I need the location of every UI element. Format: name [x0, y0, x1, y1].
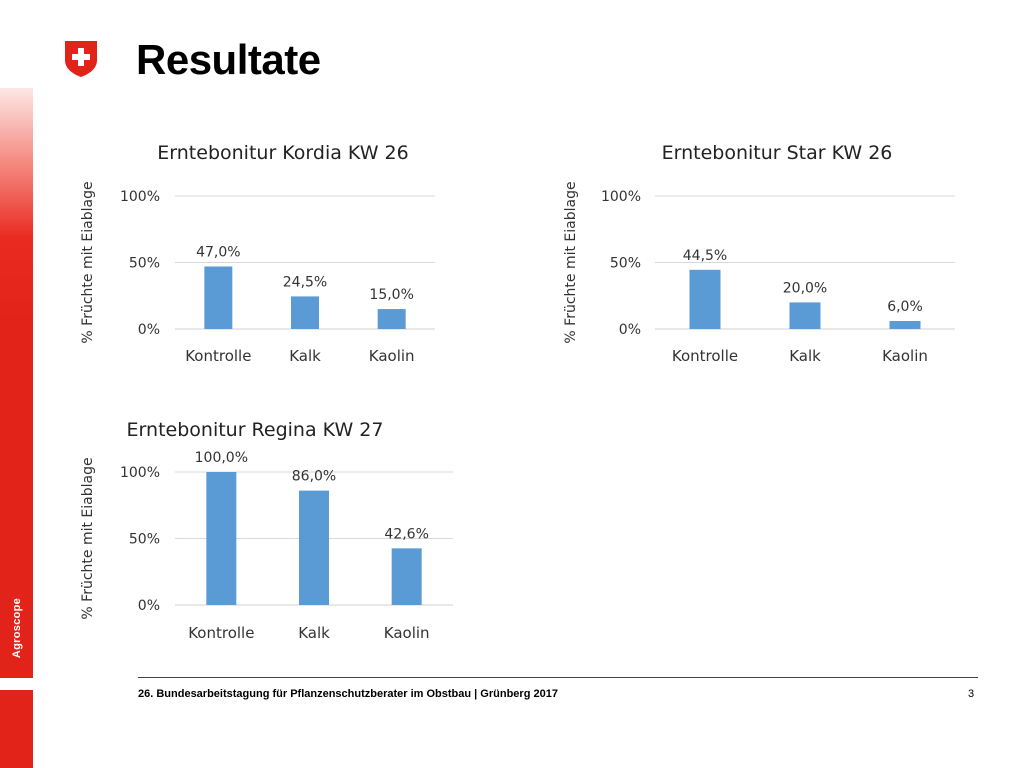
category-label: Kaolin [882, 347, 928, 365]
bar [789, 302, 821, 329]
category-label: Kalk [289, 347, 321, 365]
chart-title: Erntebonitur Star KW 26 [662, 142, 893, 164]
data-label: 6,0% [887, 299, 923, 315]
y-tick-label: 50% [610, 256, 641, 272]
data-label: 47,0% [196, 244, 240, 260]
slide-title: Resultate [136, 36, 321, 83]
data-label: 20,0% [783, 280, 827, 296]
data-label: 24,5% [283, 274, 327, 290]
swiss-cross-shield-icon [65, 41, 97, 77]
y-tick-label: 50% [129, 256, 160, 272]
chart-star: Erntebonitur Star KW 26 0% 50% 100% % Frücht… [555, 135, 965, 375]
chart-svg: Erntebonitur Kordia KW 26 0% 50% 100% % Früc… [80, 142, 435, 365]
bar [889, 321, 921, 329]
bar [689, 269, 721, 329]
y-axis-label: % Früchte mit Eiablage [563, 181, 579, 343]
bar [204, 266, 233, 329]
data-label: 42,6% [384, 526, 428, 542]
y-axis-label: % Früchte mit Eiablage [80, 457, 96, 619]
category-label: Kontrolle [185, 347, 251, 365]
y-tick-label: 100% [120, 465, 160, 481]
category-label: Kaolin [369, 347, 415, 365]
brand-label: Agroscope [11, 597, 23, 659]
bar [391, 548, 422, 605]
data-label: 100,0% [195, 450, 248, 466]
data-label: 15,0% [369, 287, 413, 303]
bar [291, 296, 319, 329]
chart-title: Erntebonitur Kordia KW 26 [157, 142, 408, 164]
chart-regina: Erntebonitur Regina KW 27 0% 50% 100% % Früc… [70, 412, 460, 652]
bar [206, 472, 237, 605]
category-label: Kalk [789, 347, 821, 365]
chart-kordia: Erntebonitur Kordia KW 26 0% 50% 100% % Früc… [70, 135, 460, 375]
category-label: Kontrolle [188, 624, 254, 642]
side-bar-gap [0, 678, 33, 690]
y-tick-label: 0% [138, 598, 160, 614]
y-tick-label: 0% [138, 322, 160, 338]
chart-title: Erntebonitur Regina KW 27 [127, 419, 384, 441]
bar [299, 490, 329, 605]
brand-block [0, 578, 33, 678]
footer-divider [138, 677, 978, 678]
bar [377, 309, 406, 329]
category-label: Kaolin [384, 624, 430, 642]
chart-svg: Erntebonitur Regina KW 27 0% 50% 100% % Früc… [80, 419, 453, 642]
chart-svg: Erntebonitur Star KW 26 0% 50% 100% % Frücht… [563, 142, 955, 365]
y-tick-label: 50% [129, 532, 160, 548]
data-label: 86,0% [292, 469, 336, 485]
y-tick-label: 100% [601, 189, 641, 205]
page-number: 3 [968, 688, 975, 700]
y-tick-label: 0% [619, 322, 641, 338]
y-axis-label: % Früchte mit Eiablage [80, 181, 96, 343]
footer-text: 26. Bundesarbeitstagung für Pflanzenschu… [138, 688, 558, 700]
category-label: Kalk [298, 624, 330, 642]
category-label: Kontrolle [672, 347, 738, 365]
y-tick-label: 100% [120, 189, 160, 205]
data-label: 44,5% [683, 248, 727, 264]
